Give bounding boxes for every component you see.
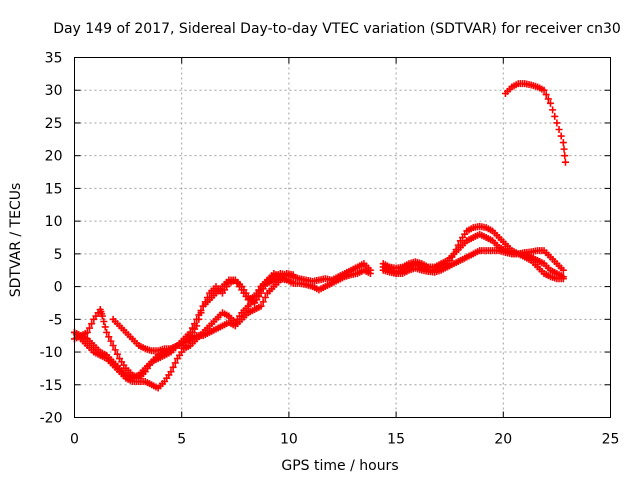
data-point — [83, 328, 91, 336]
data-point — [289, 271, 297, 279]
data-point — [197, 309, 205, 317]
data-point — [544, 95, 552, 103]
data-point — [555, 126, 563, 133]
data-point — [105, 333, 113, 341]
data-point — [261, 294, 269, 301]
data-point — [111, 346, 119, 354]
data-point — [257, 302, 265, 310]
data-point — [559, 266, 567, 274]
y-tick-label: -5 — [49, 312, 63, 328]
y-tick-label: -10 — [40, 345, 63, 361]
series-track-g — [379, 247, 567, 277]
data-point — [546, 99, 554, 107]
series-track-h — [501, 80, 569, 166]
data-point — [103, 328, 111, 336]
y-tick-label: 15 — [45, 181, 63, 197]
y-tick-label: -15 — [40, 378, 63, 394]
data-point — [193, 322, 201, 330]
data-point — [101, 323, 109, 331]
data-point — [98, 312, 106, 320]
y-tick-label: 35 — [45, 51, 63, 67]
x-tick-labels: 0 5 10 15 20 25 — [70, 432, 619, 448]
series-track-f — [379, 230, 567, 281]
x-tick-label: 0 — [70, 432, 79, 448]
data-points — [71, 80, 569, 392]
data-point — [195, 315, 203, 323]
data-point — [88, 320, 96, 328]
plot-frame — [74, 57, 611, 418]
data-point — [561, 158, 569, 166]
series-track-d — [71, 275, 291, 382]
chart-title: Day 149 of 2017, Sidereal Day-to-day VTE… — [53, 21, 621, 37]
y-tick-label: 25 — [45, 116, 63, 132]
data-point — [540, 86, 548, 94]
data-point — [113, 350, 121, 358]
data-point — [560, 145, 568, 153]
x-tick-label: 15 — [387, 432, 405, 448]
y-tick-label: -20 — [40, 411, 63, 427]
y-tick-labels: -20 -15 -10 -5 0 5 10 15 20 25 30 35 — [40, 51, 63, 427]
x-tick-label: 20 — [494, 432, 512, 448]
data-point — [169, 363, 177, 371]
data-point — [542, 91, 550, 99]
x-tick-label: 5 — [177, 432, 186, 448]
data-point — [259, 298, 267, 306]
y-axis-label: SDTVAR / TECUs — [8, 183, 24, 298]
data-point — [549, 106, 557, 114]
data-point — [171, 359, 179, 367]
data-point — [559, 273, 567, 281]
data-point — [551, 112, 559, 120]
data-point — [167, 368, 175, 376]
data-point — [557, 132, 565, 140]
y-tick-label: 10 — [45, 214, 63, 230]
data-point — [109, 342, 117, 349]
data-point — [86, 324, 94, 332]
y-tick-label: 20 — [45, 149, 63, 165]
x-axis-label: GPS time / hours — [281, 458, 398, 474]
data-point — [283, 276, 291, 284]
data-point — [561, 152, 569, 160]
x-tick-label: 10 — [280, 432, 298, 448]
x-tick-label: 25 — [602, 432, 620, 448]
grid — [74, 57, 611, 418]
y-tick-label: 5 — [54, 247, 63, 263]
data-point — [553, 119, 561, 127]
data-point — [366, 270, 374, 277]
data-point — [100, 318, 108, 325]
y-tick-label: 30 — [45, 83, 63, 99]
y-tick-label: 0 — [54, 280, 63, 296]
data-point — [107, 337, 115, 345]
axis-ticks — [74, 57, 611, 418]
data-point — [559, 139, 567, 147]
